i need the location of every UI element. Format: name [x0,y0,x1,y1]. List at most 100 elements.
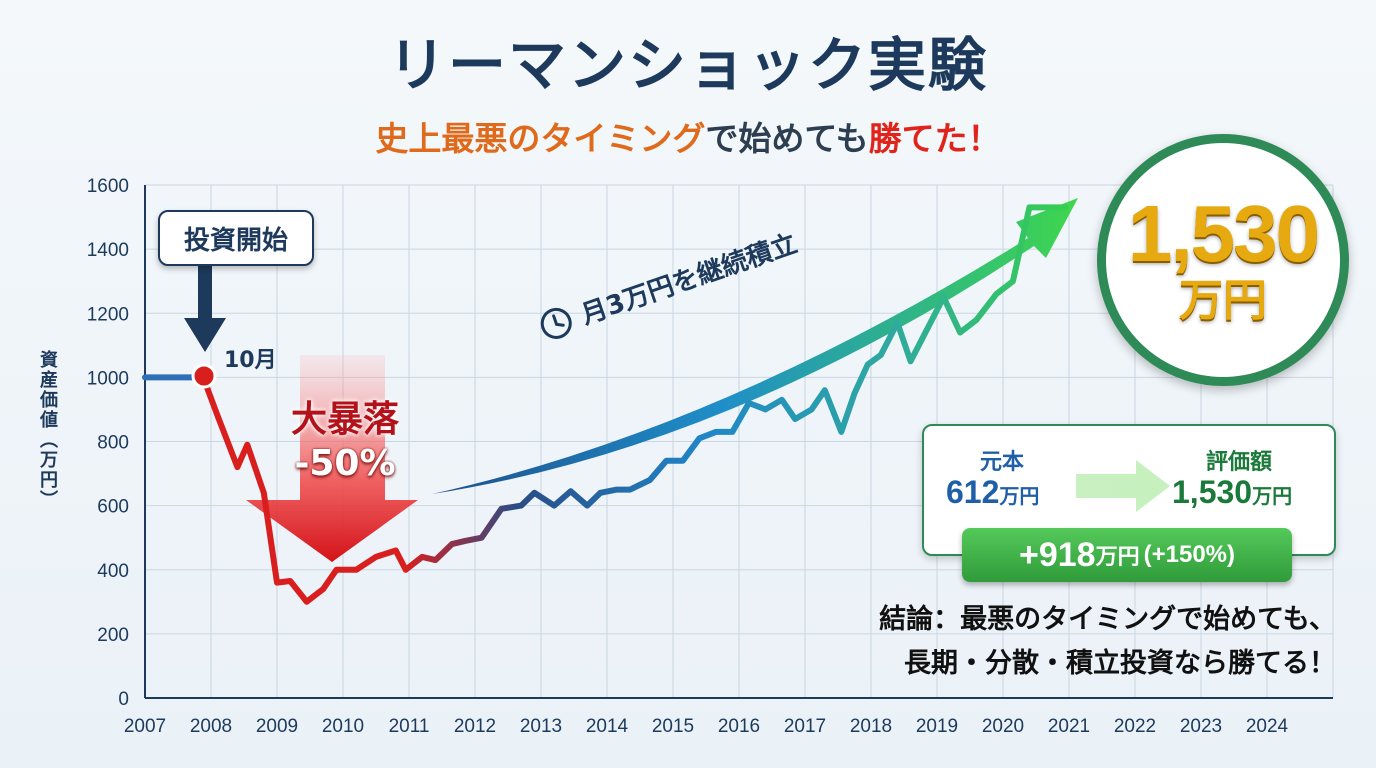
data-point [780,398,783,401]
data-point [450,543,453,546]
axis-layer [144,185,1333,699]
subtitle-part1: 史上最悪のタイミング [375,119,706,158]
data-point [866,363,869,366]
data-point [375,555,378,558]
data-point [246,443,249,446]
crash-arrow-icon [246,355,418,562]
start-month-label: 10月 [224,348,277,373]
start-marker [191,363,217,389]
data-point [840,430,843,433]
start-label-box: 投資開始 [158,210,314,266]
principal-amount: 612 [946,474,1000,510]
y-tick-label: 800 [97,433,129,454]
data-point [648,478,651,481]
x-tick-label: 2019 [916,716,958,737]
y-tick-label: 200 [97,625,129,646]
data-point [615,488,618,491]
y-tick-label: 1400 [87,240,129,261]
data-point [599,491,602,494]
principal-label: 元本 [980,450,1025,475]
y-tick-label: 0 [118,689,129,710]
data-point [262,491,265,494]
data-point [569,490,572,493]
data-point [853,392,856,395]
y-tick-label: 400 [97,561,129,582]
y-tick-label: 1200 [87,304,129,325]
data-point [665,459,668,462]
data-point [216,414,219,417]
conclusion-line2: 長期・分散・積立投資なら勝てる！ [904,648,1336,679]
data-point [975,318,978,321]
data-point [276,581,279,584]
x-tick-label: 2023 [1180,716,1222,737]
growth-arrow-label: 月3万円を継続積立 [534,223,801,346]
data-point [1064,206,1067,209]
y-tick-label: 1600 [87,176,129,197]
data-point [1028,206,1031,209]
eval-amount: 1,530 [1172,474,1253,510]
data-point [879,353,882,356]
x-tick-label: 2021 [1048,716,1090,737]
tick-layer: 0 200 400 600 800 1000 1200 1400 1600 2007 2008 200… [87,176,1289,737]
gain-unit: 万円 [1095,545,1140,570]
x-tick-label: 2008 [190,716,232,737]
data-point [942,296,945,299]
gain-percentage: (+150%) [1143,541,1235,568]
x-tick-label: 2010 [322,716,364,737]
data-point [404,568,407,571]
x-tick-label: 2024 [1246,716,1289,737]
x-tick-label: 2011 [389,716,430,737]
data-point [144,376,147,379]
data-point [823,389,826,392]
page-title: リーマンショック実験 [387,31,988,99]
x-tick-label: 2014 [586,716,629,737]
y-tick-label: 600 [97,497,129,518]
data-point [681,459,684,462]
data-point [305,600,308,603]
data-point [896,321,899,324]
eval-value: 1,530万円 [1172,474,1292,511]
x-tick-label: 2009 [256,716,298,737]
data-point [731,430,734,433]
data-point [629,488,632,491]
data-point [394,549,397,552]
data-point [1054,206,1057,209]
crash-title: 大暴落 [290,399,399,440]
crash-percentage: -50% [294,443,396,484]
series-line [142,204,1069,605]
data-point [1011,280,1014,283]
x-tick-label: 2017 [784,716,826,737]
right-arrow-icon [1076,460,1170,512]
data-point [520,504,523,507]
start-arrow-icon [184,262,226,352]
data-point [289,579,292,582]
data-point [335,568,338,571]
final-unit: 万円 [1179,275,1267,326]
data-point [1041,206,1044,209]
subtitle-part2: で始めても [705,119,869,158]
data-point [810,408,813,411]
clock-icon [540,307,572,339]
data-point [995,293,998,296]
data-point [794,418,797,421]
gain-pill: +918 万円 (+150%) [962,528,1292,582]
data-point [434,559,437,562]
final-value-badge: 1,530 万円 [1097,134,1349,386]
data-point [170,376,173,379]
data-point [355,568,358,571]
eval-unit: 万円 [1252,484,1293,508]
conclusion-line1: 結論：最悪のタイミングで始めても、 [879,604,1336,635]
x-tick-label: 2015 [652,716,694,737]
data-point [747,402,750,405]
data-point [586,504,589,507]
x-tick-label: 2018 [850,716,892,737]
data-point [480,536,483,539]
series-layer [142,204,1069,605]
gain-value: +918 [1019,535,1096,574]
data-point [714,430,717,433]
x-tick-label: 2012 [454,716,496,737]
x-tick-label: 2022 [1114,716,1156,737]
crash-label: 大暴落 -50% [270,398,420,486]
data-point [533,491,536,494]
data-point [909,360,912,363]
